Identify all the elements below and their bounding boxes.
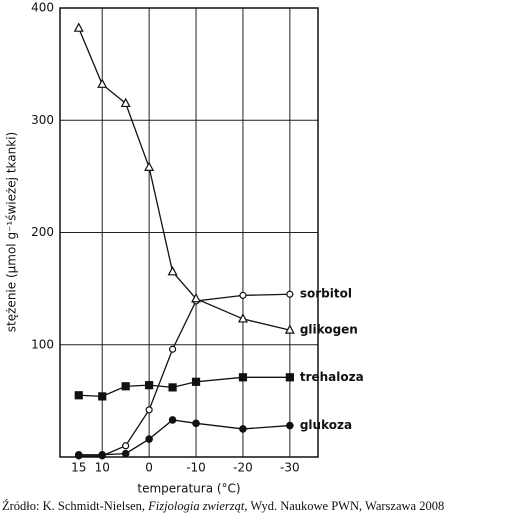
series-line [78, 376, 290, 398]
marker [191, 292, 202, 303]
marker [237, 313, 248, 323]
series-line [78, 27, 291, 331]
marker [145, 406, 153, 414]
series-label: trehaloza [300, 370, 364, 384]
marker [98, 392, 107, 401]
x-tick-label: -10 [186, 461, 206, 475]
marker [192, 419, 200, 428]
marker [97, 78, 108, 88]
plot-frame [59, 7, 319, 458]
marker [122, 442, 130, 450]
source-suffix: , Wyd. Naukowe PWN, Warszawa 2008 [244, 499, 444, 513]
source-caption: Źródło: K. Schmidt-Nielsen, Fizjologia z… [2, 499, 444, 513]
x-tick-label: 0 [145, 461, 153, 475]
y-tick-label: 100 [31, 337, 54, 351]
x-tick-label: -30 [280, 461, 300, 475]
x-tick-label: -20 [233, 461, 253, 475]
marker [73, 22, 84, 32]
marker [144, 161, 155, 171]
y-tick-label: 300 [31, 113, 54, 127]
marker [98, 450, 107, 459]
marker [168, 345, 177, 353]
series-label: glukoza [300, 418, 352, 432]
series-label: glikogen [300, 323, 358, 337]
marker [286, 290, 294, 298]
marker [74, 391, 83, 400]
marker [286, 421, 294, 430]
x-tick-label: 10 [95, 461, 110, 475]
x-axis-label: temperatura (°C) [137, 482, 240, 496]
source-prefix: Źródło: K. Schmidt-Nielsen, [2, 499, 148, 513]
y-tick-label: 400 [31, 1, 54, 15]
series-line [78, 419, 290, 456]
marker [145, 435, 153, 443]
marker [284, 324, 295, 334]
x-tick-label: 15 [71, 461, 86, 475]
marker [191, 377, 201, 386]
marker [239, 291, 247, 299]
series-line [78, 293, 290, 457]
marker [74, 450, 83, 459]
marker [238, 373, 248, 382]
y-tick-label: 200 [31, 225, 54, 239]
marker [168, 383, 177, 392]
marker [120, 97, 131, 108]
marker [239, 425, 247, 433]
marker [121, 449, 130, 458]
series-label: sorbitol [300, 287, 352, 301]
source-title: Fizjologia zwierząt [147, 499, 245, 513]
marker [167, 266, 178, 276]
marker [145, 381, 154, 390]
marker [121, 382, 130, 391]
y-axis-label: stężenie (µmol g⁻¹świeżej tkanki) [5, 132, 19, 332]
marker [168, 416, 177, 424]
marker [285, 373, 294, 382]
